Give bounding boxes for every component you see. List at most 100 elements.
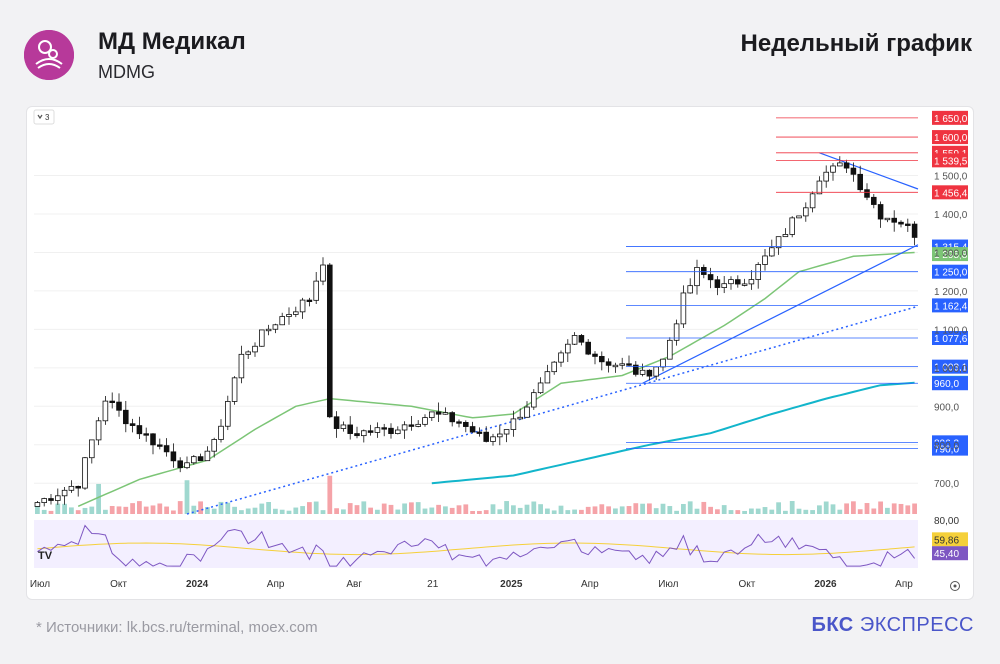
volume-bar	[409, 502, 414, 514]
volume-bar	[864, 503, 870, 514]
price-level-label: 1 250,0	[934, 268, 968, 279]
candle	[68, 485, 75, 491]
price-level-tag	[932, 185, 968, 200]
volume-bar	[96, 483, 101, 514]
volume-bar	[735, 510, 741, 514]
price-level-tag	[932, 359, 968, 374]
candle	[191, 456, 197, 464]
volume-bar	[218, 501, 224, 514]
volume-bar	[572, 509, 577, 514]
x-tick-label: Окт	[738, 579, 755, 590]
volume-bar	[375, 509, 380, 514]
volume-bar	[477, 510, 482, 514]
candle	[34, 502, 41, 507]
candle	[809, 193, 816, 209]
volume-bar	[585, 506, 591, 514]
candle	[177, 460, 183, 469]
candle	[408, 424, 415, 427]
volume-bar	[749, 508, 754, 514]
volume-bar	[687, 501, 693, 514]
price-level-tag	[932, 153, 968, 168]
candle	[517, 416, 523, 420]
volume-bar	[341, 509, 346, 514]
x-tick-label: 2025	[500, 579, 523, 590]
volume-bar	[517, 507, 523, 514]
y-tick-label: 1 400,0	[934, 210, 968, 221]
volume-bar	[198, 501, 203, 514]
x-tick-label: Июл	[658, 579, 678, 590]
volume-bar	[239, 510, 244, 514]
volume-bar	[592, 506, 598, 514]
candle	[361, 430, 367, 437]
volume-bar	[116, 506, 122, 514]
candle	[646, 369, 653, 377]
volume-bar	[545, 508, 550, 514]
candle	[735, 279, 741, 285]
candle	[401, 424, 408, 431]
candle	[61, 489, 68, 497]
volume-bar	[599, 504, 605, 514]
x-tick-label: 2024	[186, 579, 209, 590]
candle	[891, 217, 897, 223]
x-tick-label: Июл	[30, 579, 50, 590]
price-level-tag	[932, 331, 968, 345]
volume-bar	[130, 503, 135, 514]
chart-card	[26, 106, 974, 600]
volume-bar	[415, 502, 421, 514]
volume-bar	[443, 506, 448, 514]
candle	[680, 292, 687, 325]
volume-bar	[279, 509, 285, 514]
volume-bar	[347, 503, 353, 514]
candle	[701, 266, 707, 275]
candle	[578, 335, 585, 343]
candle	[816, 180, 823, 195]
x-tick-label: Апр	[581, 579, 599, 590]
volume-bar	[708, 506, 713, 514]
volume-bar	[354, 505, 360, 514]
candle	[82, 457, 88, 489]
collapse-button[interactable]	[33, 109, 55, 125]
candle	[741, 283, 748, 286]
price-level-label: 1 077,6	[934, 334, 968, 345]
price-level-tag	[932, 441, 968, 456]
price-chart[interactable]: 1 650,01 600,01 559,11 539,51 456,41 315…	[26, 106, 972, 598]
candle	[803, 207, 809, 217]
price-level-tag	[932, 264, 968, 279]
candle	[395, 429, 401, 434]
trend-line-support	[642, 244, 919, 384]
price-level-label: 1 650,0	[934, 114, 968, 125]
candle	[218, 425, 224, 440]
candle	[796, 215, 802, 219]
candle	[89, 439, 95, 459]
candle	[639, 369, 646, 375]
volume-bar	[551, 510, 557, 514]
candle	[565, 343, 571, 354]
volume-bar	[674, 510, 679, 514]
candle	[884, 217, 891, 221]
candle	[429, 411, 435, 418]
candle	[340, 424, 347, 429]
volume-bar	[293, 507, 299, 514]
volume-bar	[109, 506, 115, 514]
rsi-line	[37, 524, 915, 567]
y-tick-label: 1 500,0	[934, 172, 968, 183]
volume-bar	[171, 510, 176, 514]
volume-bar	[402, 503, 407, 514]
volume-bar	[266, 501, 271, 514]
rsi-tag	[932, 546, 968, 561]
volume-bar	[565, 510, 571, 514]
volume-bar	[62, 503, 67, 514]
volume-bar	[715, 509, 720, 514]
candle	[585, 341, 591, 355]
candle	[422, 417, 428, 425]
x-tick-label: 2026	[814, 579, 837, 590]
volume-bar	[579, 509, 584, 514]
gear-icon[interactable]	[950, 581, 960, 591]
candle	[850, 167, 857, 175]
volume-bar	[82, 507, 88, 514]
candle	[204, 450, 211, 462]
volume-bar	[830, 504, 836, 514]
candle	[163, 445, 170, 453]
candle	[109, 400, 115, 404]
volume-bar	[681, 503, 686, 514]
